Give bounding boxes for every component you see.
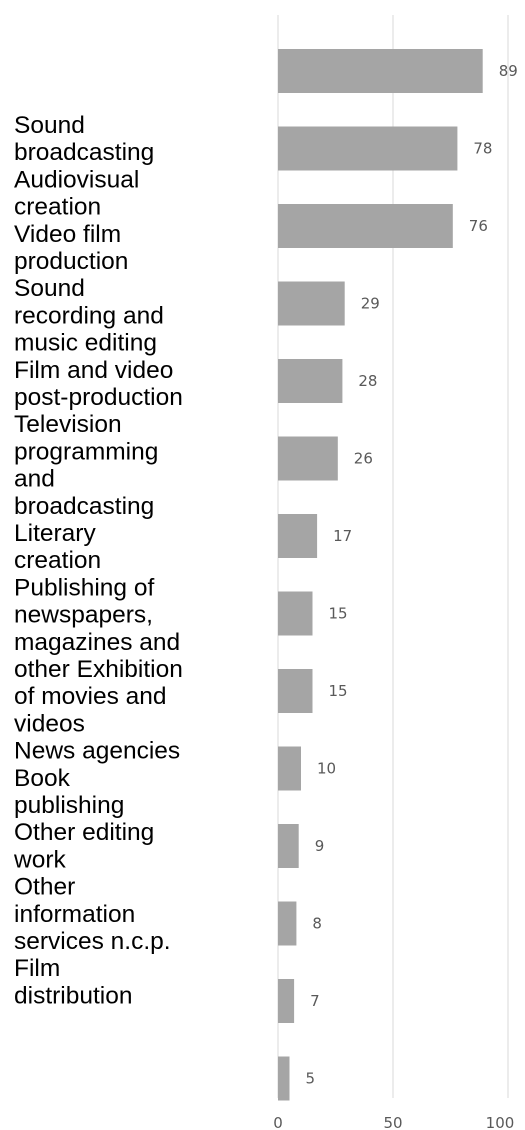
category-label-line: recording and xyxy=(14,302,164,329)
value-label-12: 7 xyxy=(310,992,320,1010)
category-label-line: programming xyxy=(14,438,158,465)
category-label-line: magazines and xyxy=(14,629,180,656)
value-label-1: 78 xyxy=(473,140,492,158)
bars xyxy=(278,49,483,1101)
category-label-line: publishing xyxy=(14,792,124,819)
value-label-2: 76 xyxy=(469,217,488,235)
x-tick-label-50: 50 xyxy=(383,1114,402,1130)
value-label-11: 8 xyxy=(312,915,322,933)
bar-2 xyxy=(278,204,453,248)
value-label-8: 15 xyxy=(329,682,348,700)
category-label-line: post-production xyxy=(14,384,183,411)
value-label-6: 17 xyxy=(333,527,352,545)
category-label-line: information xyxy=(14,901,135,928)
category-label-line: Video film xyxy=(14,221,121,248)
value-label-0: 89 xyxy=(499,62,518,80)
bar-6 xyxy=(278,514,318,558)
bar-5 xyxy=(278,436,338,481)
bar-1 xyxy=(278,126,458,171)
category-label-line: production xyxy=(14,248,128,275)
category-label-line: Film and video xyxy=(14,357,173,384)
category-label-line: other Exhibition xyxy=(14,656,183,683)
bar-8 xyxy=(278,669,313,713)
bar-9 xyxy=(278,746,301,791)
category-label-line: News agencies xyxy=(14,738,180,765)
bar-10 xyxy=(278,824,299,868)
category-label-line: and xyxy=(14,466,55,493)
category-label-line: Other editing xyxy=(14,819,154,846)
category-label-line: creation xyxy=(14,547,101,574)
category-label-line: distribution xyxy=(14,982,132,1009)
category-label-line: Publishing of xyxy=(14,574,154,601)
bar-4 xyxy=(278,359,343,403)
category-label-line: creation xyxy=(14,194,101,221)
category-labels: SoundbroadcastingAudiovisualcreationVide… xyxy=(13,112,183,1009)
x-axis-ticks: 0 50 100 xyxy=(273,1114,514,1130)
x-tick-label-100: 100 xyxy=(486,1114,515,1130)
bar-3 xyxy=(278,281,345,326)
category-label-line: Audiovisual xyxy=(14,166,139,193)
x-tick-label-0: 0 xyxy=(273,1114,283,1130)
category-label-line: Film xyxy=(14,955,60,982)
value-label-4: 28 xyxy=(358,372,377,390)
value-label-5: 26 xyxy=(354,450,373,468)
category-label-line: Sound xyxy=(14,275,85,302)
category-label-line: broadcasting xyxy=(14,139,154,166)
value-label-7: 15 xyxy=(329,605,348,623)
category-label-line: services n.c.p. xyxy=(14,928,171,955)
bar-11 xyxy=(278,901,297,946)
category-label-line: work xyxy=(13,846,66,873)
category-label-line: Other xyxy=(14,874,75,901)
value-label-13: 5 xyxy=(306,1070,316,1088)
bar-12 xyxy=(278,979,295,1023)
value-label-10: 9 xyxy=(315,837,325,855)
bar-0 xyxy=(278,49,483,93)
category-label-line: of movies and xyxy=(14,683,167,710)
category-label-line: videos xyxy=(14,710,85,737)
value-label-3: 29 xyxy=(361,295,380,313)
bar-13 xyxy=(278,1056,290,1101)
category-label-line: newspapers, xyxy=(14,602,153,629)
category-label-line: broadcasting xyxy=(14,493,154,520)
category-label-line: Literary xyxy=(14,520,96,547)
value-label-9: 10 xyxy=(317,760,336,778)
category-label-line: Book xyxy=(14,765,71,792)
bar-7 xyxy=(278,591,313,636)
category-label-line: Sound xyxy=(14,112,85,139)
category-label-line: Television xyxy=(14,411,122,438)
value-labels: 89 78 76 29 28 26 17 15 15 10 9 8 7 5 xyxy=(306,62,518,1088)
category-label-line: music editing xyxy=(14,330,157,357)
